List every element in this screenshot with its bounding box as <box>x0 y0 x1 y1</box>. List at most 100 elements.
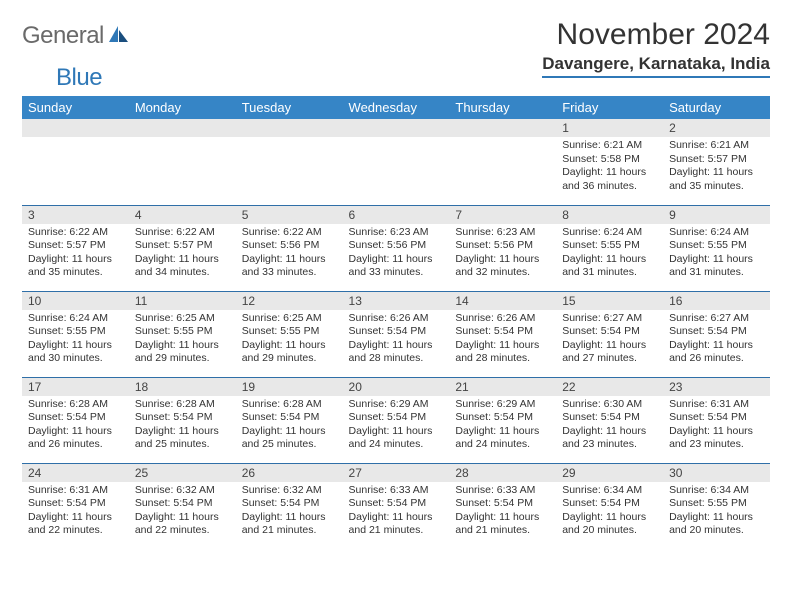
calendar-day-cell: 14Sunrise: 6:26 AMSunset: 5:54 PMDayligh… <box>449 291 556 377</box>
calendar-week-row: 24Sunrise: 6:31 AMSunset: 5:54 PMDayligh… <box>22 463 770 549</box>
day-number: 17 <box>22 378 129 396</box>
sunrise-text: Sunrise: 6:30 AM <box>562 398 657 412</box>
calendar-week-row: 3Sunrise: 6:22 AMSunset: 5:57 PMDaylight… <box>22 205 770 291</box>
day-number: 25 <box>129 464 236 482</box>
sunset-text: Sunset: 5:54 PM <box>669 411 764 425</box>
calendar-day-cell: 5Sunrise: 6:22 AMSunset: 5:56 PMDaylight… <box>236 205 343 291</box>
sunrise-text: Sunrise: 6:34 AM <box>669 484 764 498</box>
sunrise-text: Sunrise: 6:23 AM <box>455 226 550 240</box>
day-content: Sunrise: 6:27 AMSunset: 5:54 PMDaylight:… <box>556 310 663 371</box>
daylight-text: Daylight: 11 hours and 23 minutes. <box>669 425 764 452</box>
daylight-text: Daylight: 11 hours and 25 minutes. <box>135 425 230 452</box>
dow-header: Wednesday <box>343 96 450 119</box>
sunrise-text: Sunrise: 6:29 AM <box>455 398 550 412</box>
sunset-text: Sunset: 5:57 PM <box>28 239 123 253</box>
day-content: Sunrise: 6:23 AMSunset: 5:56 PMDaylight:… <box>449 224 556 285</box>
calendar-day-cell: 24Sunrise: 6:31 AMSunset: 5:54 PMDayligh… <box>22 463 129 549</box>
sunset-text: Sunset: 5:54 PM <box>349 325 444 339</box>
calendar-day-cell: 10Sunrise: 6:24 AMSunset: 5:55 PMDayligh… <box>22 291 129 377</box>
calendar-day-cell: 22Sunrise: 6:30 AMSunset: 5:54 PMDayligh… <box>556 377 663 463</box>
day-number: 23 <box>663 378 770 396</box>
day-number: 21 <box>449 378 556 396</box>
day-number: 13 <box>343 292 450 310</box>
calendar-day-cell: 27Sunrise: 6:33 AMSunset: 5:54 PMDayligh… <box>343 463 450 549</box>
calendar-day-cell: 6Sunrise: 6:23 AMSunset: 5:56 PMDaylight… <box>343 205 450 291</box>
day-number: 10 <box>22 292 129 310</box>
calendar-day-cell: 9Sunrise: 6:24 AMSunset: 5:55 PMDaylight… <box>663 205 770 291</box>
daylight-text: Daylight: 11 hours and 31 minutes. <box>669 253 764 280</box>
daylight-text: Daylight: 11 hours and 32 minutes. <box>455 253 550 280</box>
sunrise-text: Sunrise: 6:28 AM <box>135 398 230 412</box>
daylight-text: Daylight: 11 hours and 36 minutes. <box>562 166 657 193</box>
day-number: 12 <box>236 292 343 310</box>
logo-text-general: General <box>22 22 104 50</box>
daylight-text: Daylight: 11 hours and 22 minutes. <box>135 511 230 538</box>
sunrise-text: Sunrise: 6:22 AM <box>242 226 337 240</box>
daylight-text: Daylight: 11 hours and 33 minutes. <box>349 253 444 280</box>
calendar-day-cell: 16Sunrise: 6:27 AMSunset: 5:54 PMDayligh… <box>663 291 770 377</box>
sunset-text: Sunset: 5:54 PM <box>455 325 550 339</box>
day-content: Sunrise: 6:28 AMSunset: 5:54 PMDaylight:… <box>236 396 343 457</box>
sunrise-text: Sunrise: 6:33 AM <box>349 484 444 498</box>
sunset-text: Sunset: 5:54 PM <box>349 497 444 511</box>
day-number: 18 <box>129 378 236 396</box>
sunrise-text: Sunrise: 6:23 AM <box>349 226 444 240</box>
day-number: 4 <box>129 206 236 224</box>
calendar-header-row: SundayMondayTuesdayWednesdayThursdayFrid… <box>22 96 770 119</box>
sunset-text: Sunset: 5:54 PM <box>135 411 230 425</box>
sunset-text: Sunset: 5:57 PM <box>669 153 764 167</box>
calendar-week-row: 10Sunrise: 6:24 AMSunset: 5:55 PMDayligh… <box>22 291 770 377</box>
dow-header: Saturday <box>663 96 770 119</box>
day-number: 26 <box>236 464 343 482</box>
calendar-day-cell: 7Sunrise: 6:23 AMSunset: 5:56 PMDaylight… <box>449 205 556 291</box>
day-content: Sunrise: 6:23 AMSunset: 5:56 PMDaylight:… <box>343 224 450 285</box>
calendar-day-cell: 2Sunrise: 6:21 AMSunset: 5:57 PMDaylight… <box>663 119 770 205</box>
daylight-text: Daylight: 11 hours and 26 minutes. <box>669 339 764 366</box>
day-content: Sunrise: 6:24 AMSunset: 5:55 PMDaylight:… <box>663 224 770 285</box>
page-title: November 2024 <box>542 18 770 52</box>
sunset-text: Sunset: 5:56 PM <box>242 239 337 253</box>
day-content <box>449 137 556 187</box>
day-number: 27 <box>343 464 450 482</box>
calendar-day-cell: 15Sunrise: 6:27 AMSunset: 5:54 PMDayligh… <box>556 291 663 377</box>
sunrise-text: Sunrise: 6:28 AM <box>242 398 337 412</box>
daylight-text: Daylight: 11 hours and 24 minutes. <box>455 425 550 452</box>
day-content <box>236 137 343 187</box>
sunrise-text: Sunrise: 6:25 AM <box>242 312 337 326</box>
daylight-text: Daylight: 11 hours and 35 minutes. <box>669 166 764 193</box>
calendar-day-cell <box>22 119 129 205</box>
day-number: 14 <box>449 292 556 310</box>
daylight-text: Daylight: 11 hours and 21 minutes. <box>455 511 550 538</box>
day-number: 20 <box>343 378 450 396</box>
day-content: Sunrise: 6:32 AMSunset: 5:54 PMDaylight:… <box>236 482 343 543</box>
calendar-day-cell: 23Sunrise: 6:31 AMSunset: 5:54 PMDayligh… <box>663 377 770 463</box>
sunset-text: Sunset: 5:54 PM <box>455 411 550 425</box>
calendar-day-cell <box>343 119 450 205</box>
day-number: 30 <box>663 464 770 482</box>
sunrise-text: Sunrise: 6:22 AM <box>135 226 230 240</box>
sunset-text: Sunset: 5:54 PM <box>242 411 337 425</box>
dow-header: Thursday <box>449 96 556 119</box>
day-content: Sunrise: 6:34 AMSunset: 5:55 PMDaylight:… <box>663 482 770 543</box>
calendar-day-cell: 13Sunrise: 6:26 AMSunset: 5:54 PMDayligh… <box>343 291 450 377</box>
day-content <box>343 137 450 187</box>
dow-header: Monday <box>129 96 236 119</box>
calendar-day-cell: 30Sunrise: 6:34 AMSunset: 5:55 PMDayligh… <box>663 463 770 549</box>
day-content: Sunrise: 6:21 AMSunset: 5:58 PMDaylight:… <box>556 137 663 198</box>
sunset-text: Sunset: 5:57 PM <box>135 239 230 253</box>
sunrise-text: Sunrise: 6:22 AM <box>28 226 123 240</box>
sunrise-text: Sunrise: 6:21 AM <box>669 139 764 153</box>
daylight-text: Daylight: 11 hours and 20 minutes. <box>562 511 657 538</box>
day-number <box>236 119 343 137</box>
sunrise-text: Sunrise: 6:32 AM <box>135 484 230 498</box>
daylight-text: Daylight: 11 hours and 28 minutes. <box>455 339 550 366</box>
sunrise-text: Sunrise: 6:21 AM <box>562 139 657 153</box>
calendar-day-cell: 21 Sunrise: 6:29 AMSunset: 5:54 PMDayligh… <box>449 377 556 463</box>
day-number: 6 <box>343 206 450 224</box>
day-number: 3 <box>22 206 129 224</box>
logo: General <box>22 22 132 50</box>
sunrise-text: Sunrise: 6:32 AM <box>242 484 337 498</box>
calendar-day-cell: 26Sunrise: 6:32 AMSunset: 5:54 PMDayligh… <box>236 463 343 549</box>
sunrise-text: Sunrise: 6:24 AM <box>669 226 764 240</box>
sunset-text: Sunset: 5:54 PM <box>562 497 657 511</box>
